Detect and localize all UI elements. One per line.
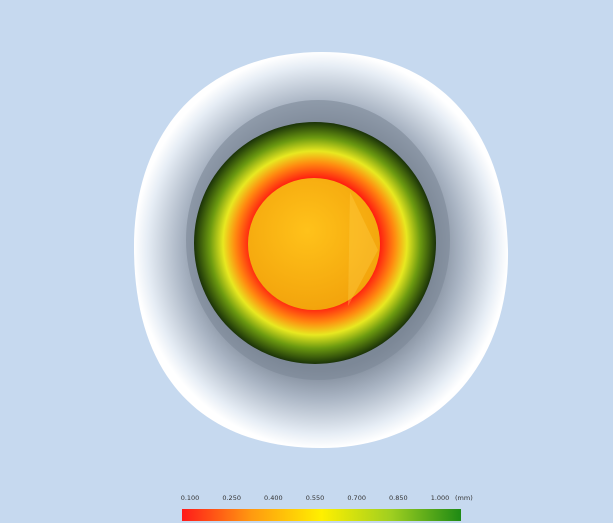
tooth-model [133, 52, 509, 448]
unit-label: (mm) [455, 494, 473, 502]
tick-label: 0.400 [264, 494, 283, 502]
legend: 0.100 0.250 0.400 0.550 0.700 0.850 1.000 (mm) [181, 494, 473, 502]
tick-label: 1.000 [431, 494, 450, 502]
core-facet [348, 192, 378, 306]
tick-label: 0.700 [347, 494, 366, 502]
tick-label: 0.850 [389, 494, 408, 502]
color-bar [182, 509, 461, 521]
tick-label: 0.250 [222, 494, 241, 502]
core [248, 178, 380, 310]
tick-label: 0.100 [181, 494, 200, 502]
tick-label: 0.550 [306, 494, 325, 502]
